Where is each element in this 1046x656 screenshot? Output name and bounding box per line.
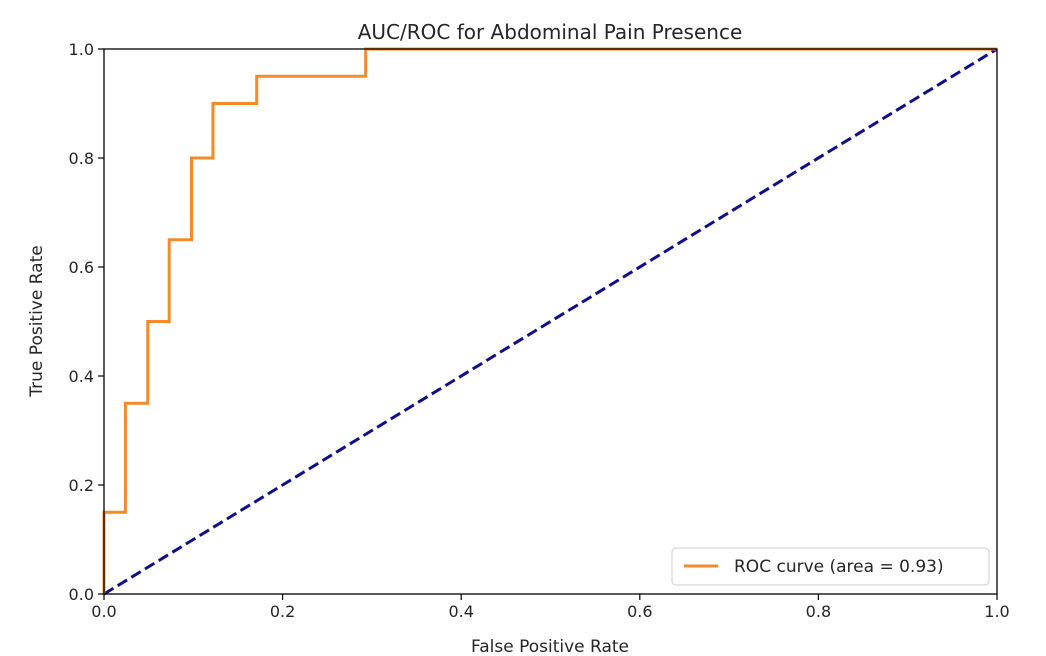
- legend-box: [671, 547, 990, 586]
- x-tick-label: 1.0: [984, 602, 1009, 621]
- y-tick-label: 1.0: [69, 40, 94, 59]
- x-tick-label: 0.6: [627, 602, 652, 621]
- chart-title: AUC/ROC for Abdominal Pain Presence: [358, 20, 743, 44]
- ticks: 0.0 0.2 0.4 0.6 0.8 1.0 0.0 0.2 0.4 0.6 0.8 1.0: [69, 40, 1010, 621]
- legend: ROC curve (area = 0.93): [671, 547, 990, 586]
- x-tick-label: 0.0: [91, 602, 116, 621]
- axes-frame: [103, 48, 998, 595]
- roc-curve-line: [102, 47, 997, 594]
- x-tick-label: 0.8: [806, 602, 831, 621]
- x-axis-label: False Positive Rate: [471, 637, 629, 656]
- x-tick-label: 0.4: [448, 602, 473, 621]
- y-axis-label: True Positive Rate: [27, 245, 47, 397]
- y-tick-label: 0.0: [69, 585, 94, 604]
- y-tick-label: 0.4: [69, 367, 94, 386]
- y-tick-label: 0.6: [69, 258, 94, 277]
- legend-label-roc: ROC curve (area = 0.93): [734, 557, 944, 577]
- chance-diagonal-line: [103, 47, 998, 596]
- y-tick-label: 0.8: [69, 149, 94, 168]
- y-tick-label: 0.2: [69, 476, 94, 495]
- plot-area: [102, 47, 998, 596]
- x-tick-label: 0.2: [270, 602, 295, 621]
